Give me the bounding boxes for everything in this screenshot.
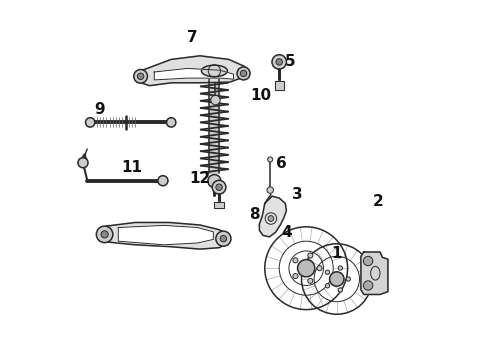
Text: 11: 11 [121, 160, 142, 175]
Text: 12: 12 [189, 171, 211, 186]
Circle shape [220, 235, 227, 242]
Text: 3: 3 [292, 187, 302, 202]
Circle shape [272, 55, 286, 69]
Polygon shape [118, 225, 213, 245]
Text: 10: 10 [251, 88, 272, 103]
Polygon shape [135, 56, 245, 86]
Circle shape [212, 180, 226, 194]
Circle shape [268, 216, 274, 221]
Circle shape [216, 231, 231, 246]
Circle shape [97, 226, 113, 243]
Circle shape [137, 73, 144, 80]
Circle shape [317, 266, 322, 271]
Ellipse shape [201, 65, 227, 77]
Circle shape [237, 67, 250, 80]
Circle shape [268, 157, 273, 162]
Circle shape [325, 270, 330, 274]
Text: 8: 8 [249, 207, 259, 222]
Circle shape [325, 284, 330, 288]
Text: 2: 2 [373, 194, 384, 209]
Polygon shape [154, 68, 233, 80]
Polygon shape [215, 202, 224, 208]
Circle shape [158, 176, 168, 186]
Text: 5: 5 [285, 54, 295, 69]
Circle shape [308, 253, 313, 258]
Polygon shape [99, 222, 229, 249]
Circle shape [297, 260, 315, 277]
Circle shape [338, 288, 343, 292]
Circle shape [86, 118, 95, 127]
Circle shape [208, 175, 221, 188]
Circle shape [293, 274, 298, 279]
Polygon shape [361, 252, 388, 294]
Circle shape [308, 278, 313, 283]
Circle shape [293, 258, 298, 263]
Text: 6: 6 [275, 156, 286, 171]
Circle shape [167, 118, 176, 127]
Text: 1: 1 [332, 246, 342, 261]
Text: 4: 4 [281, 225, 292, 240]
Text: 7: 7 [188, 30, 198, 45]
Circle shape [364, 256, 373, 266]
Circle shape [267, 187, 273, 193]
Circle shape [101, 231, 108, 238]
Circle shape [276, 59, 282, 65]
Circle shape [240, 70, 247, 77]
Text: 9: 9 [94, 102, 104, 117]
Circle shape [134, 69, 147, 83]
Circle shape [364, 281, 373, 290]
Circle shape [211, 95, 220, 105]
Polygon shape [275, 81, 284, 90]
Circle shape [330, 272, 344, 286]
Circle shape [216, 184, 222, 190]
Circle shape [346, 277, 350, 281]
Circle shape [338, 266, 343, 270]
Circle shape [78, 158, 88, 168]
Polygon shape [259, 196, 286, 237]
